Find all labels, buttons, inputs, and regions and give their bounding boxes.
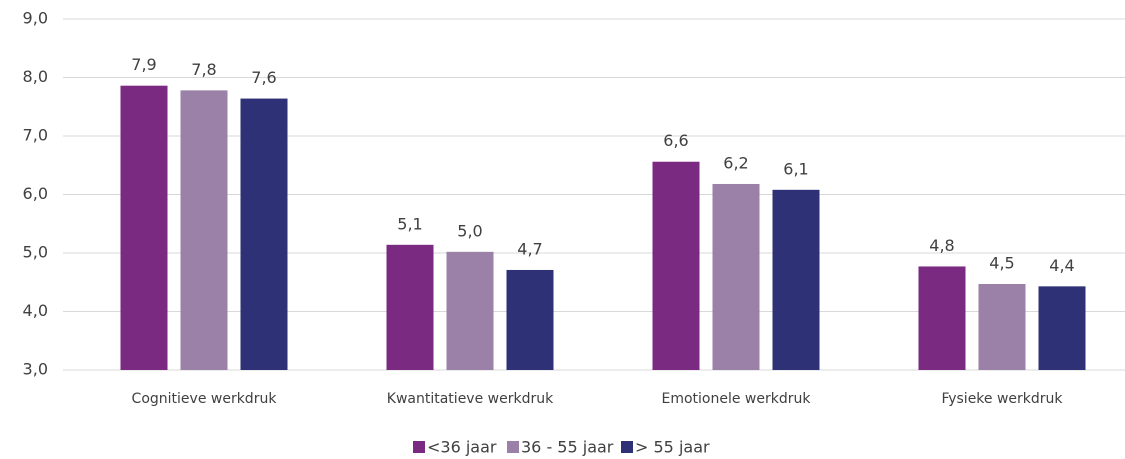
bar	[918, 266, 966, 370]
value-label: 4,5	[989, 254, 1014, 273]
x-tick-label: Fysieke werkdruk	[941, 391, 1063, 407]
bar	[446, 251, 494, 370]
y-tick-label: 7,0	[23, 126, 48, 145]
value-label: 5,1	[397, 214, 422, 233]
legend-label: 36 - 55 jaar	[521, 438, 614, 457]
bar	[772, 189, 820, 370]
legend-swatch	[413, 441, 425, 453]
y-tick-label: 9,0	[23, 9, 48, 28]
value-label: 4,7	[517, 239, 542, 258]
bar	[652, 161, 700, 370]
bar	[506, 269, 554, 370]
bar	[240, 98, 288, 370]
value-label: 6,2	[723, 153, 748, 172]
value-label: 6,1	[783, 159, 808, 178]
bar	[978, 284, 1026, 370]
value-label: 4,8	[929, 236, 954, 255]
y-tick-label: 5,0	[23, 243, 48, 262]
y-tick-label: 3,0	[23, 360, 48, 379]
bar	[1038, 286, 1086, 370]
bar	[712, 183, 760, 370]
value-label: 7,9	[131, 55, 156, 74]
bar	[180, 90, 228, 371]
legend-label: <36 jaar	[427, 438, 497, 457]
y-tick-label: 4,0	[23, 301, 48, 320]
x-tick-label: Emotionele werkdruk	[662, 391, 812, 407]
value-label: 5,0	[457, 221, 482, 240]
legend-swatch	[621, 441, 633, 453]
bar	[386, 244, 434, 370]
legend-swatch	[507, 441, 519, 453]
value-label: 7,6	[251, 68, 276, 87]
x-tick-label: Kwantitatieve werkdruk	[387, 391, 554, 407]
value-label: 6,6	[663, 131, 688, 150]
x-tick-label: Cognitieve werkdruk	[132, 391, 278, 407]
y-tick-label: 6,0	[23, 184, 48, 203]
bar	[120, 85, 168, 370]
value-label: 7,8	[191, 60, 216, 79]
value-label: 4,4	[1049, 256, 1074, 275]
y-tick-label: 8,0	[23, 67, 48, 86]
legend-label: > 55 jaar	[635, 438, 710, 457]
